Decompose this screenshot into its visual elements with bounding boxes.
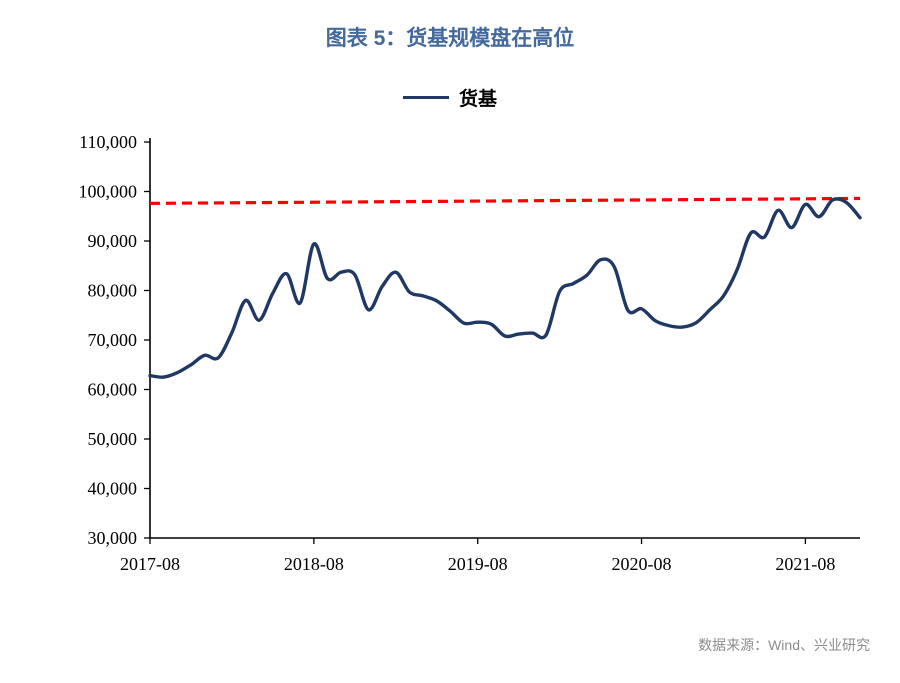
y-axis-tick-label: 40,000 (88, 479, 138, 499)
x-axis-tick-label: 2019-08 (448, 554, 508, 574)
y-axis-tick-label: 30,000 (88, 528, 138, 548)
series-line (148, 197, 862, 379)
x-axis-tick-label: 2018-08 (284, 554, 344, 574)
y-axis-tick-label: 50,000 (88, 429, 138, 449)
y-axis-tick-label: 110,000 (79, 132, 137, 152)
x-axis-tick-label: 2020-08 (612, 554, 672, 574)
legend: 货基 (0, 84, 900, 111)
data-source-caption: 数据来源：Wind、兴业研究 (698, 637, 870, 653)
legend-label: 货基 (458, 89, 497, 110)
y-axis-tick-label: 100,000 (79, 182, 138, 202)
x-axis-tick-label: 2021-08 (775, 554, 835, 574)
x-axis-tick-label: 2017-08 (120, 554, 180, 574)
y-axis-tick-label: 80,000 (88, 281, 138, 301)
line-chart: 30,000 40,000 50,000 60,000 70,000 80,000 90,0… (79, 132, 862, 574)
trend-dashed-line (149, 196, 861, 205)
y-axis-tick-label: 70,000 (88, 330, 138, 350)
y-axis-tick-label: 90,000 (88, 231, 138, 251)
y-axis-tick-label: 60,000 (88, 380, 138, 400)
legend-line-swatch (402, 96, 449, 99)
chart-title: 图表 5：货基规模盘在高位 (325, 27, 575, 50)
